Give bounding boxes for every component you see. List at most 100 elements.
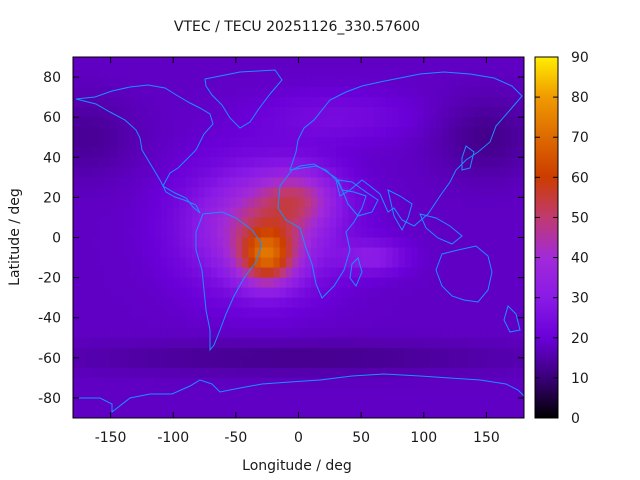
heat-cell — [329, 97, 337, 108]
heat-cell — [461, 407, 469, 418]
heat-cell — [304, 227, 312, 239]
heat-cell — [317, 287, 325, 299]
heat-cell — [110, 97, 118, 108]
heat-cell — [116, 297, 124, 309]
heat-cell — [79, 267, 87, 279]
heat-cell — [436, 397, 444, 409]
heat-cell — [317, 267, 325, 279]
heat-cell — [85, 267, 93, 279]
heat-cell — [461, 387, 469, 399]
heat-cell — [154, 67, 162, 78]
heat-cell — [285, 337, 293, 349]
heat-cell — [448, 207, 456, 219]
heat-cell — [517, 137, 524, 148]
heat-cell — [379, 407, 387, 418]
heat-cell — [492, 357, 500, 369]
heat-cell — [160, 257, 168, 269]
heat-cell — [492, 217, 500, 229]
heat-cell — [304, 77, 312, 88]
heat-cell — [517, 327, 524, 339]
heat-cell — [279, 87, 287, 98]
heat-cell — [467, 327, 475, 339]
heat-cell — [361, 227, 368, 239]
heat-cell — [442, 177, 450, 188]
heat-cell — [98, 207, 105, 219]
heat-cell — [298, 407, 306, 418]
heat-cell — [223, 297, 231, 309]
heat-cell — [373, 157, 381, 168]
heat-cell — [304, 237, 312, 249]
heat-cell — [511, 227, 519, 239]
heat-cell — [123, 67, 130, 78]
heat-cell — [361, 267, 368, 279]
heat-cell — [392, 77, 400, 88]
heat-cell — [104, 217, 112, 229]
heat-cell — [204, 97, 212, 108]
heat-cell — [185, 337, 193, 349]
heat-cell — [517, 397, 524, 409]
heat-cell — [311, 387, 318, 399]
heat-cell — [204, 197, 212, 209]
heat-cell — [192, 317, 199, 329]
heat-cell — [229, 107, 237, 118]
heat-cell — [173, 117, 181, 128]
heat-cell — [273, 187, 281, 198]
heat-cell — [473, 87, 481, 98]
heat-cell — [254, 147, 262, 158]
heat-cell — [285, 267, 293, 279]
heat-cell — [148, 327, 156, 339]
heat-cell — [304, 347, 312, 359]
heat-cell — [342, 157, 350, 168]
heat-cell — [223, 327, 231, 339]
coastlines — [75, 69, 524, 414]
heat-cell — [154, 237, 162, 249]
heat-cell — [98, 367, 105, 379]
heat-cell — [342, 107, 350, 118]
heat-cell — [317, 387, 325, 399]
heat-cell — [304, 57, 312, 68]
heat-cell — [342, 397, 350, 409]
heat-cell — [179, 257, 187, 269]
heat-cell — [204, 67, 212, 78]
heat-cell — [448, 377, 456, 389]
heat-cell — [505, 117, 513, 128]
heat-cell — [254, 167, 262, 178]
heat-cell — [398, 407, 406, 418]
heat-cell — [404, 367, 412, 379]
heat-cell — [273, 207, 281, 219]
heat-cell — [135, 257, 143, 269]
heat-cell — [279, 117, 287, 128]
heat-cell — [373, 277, 381, 289]
heat-cell — [242, 237, 249, 249]
heat-cell — [386, 67, 394, 78]
heat-cell — [336, 407, 343, 418]
y-tick-label: -60 — [38, 351, 61, 367]
heat-cell — [404, 127, 412, 138]
heat-cell — [104, 357, 112, 369]
heat-cell — [329, 67, 337, 78]
heat-cell — [498, 157, 506, 168]
heat-cell — [448, 297, 456, 309]
colorbar-tick-label: 60 — [571, 170, 589, 186]
heat-cell — [423, 367, 431, 379]
heat-cell — [348, 197, 356, 209]
heat-cell — [123, 177, 130, 188]
heat-cell — [392, 337, 400, 349]
heat-cell — [492, 287, 500, 299]
heat-cell — [430, 227, 437, 239]
heat-cell — [198, 327, 206, 339]
heat-cell — [223, 257, 231, 269]
heat-cell — [423, 377, 431, 389]
heat-cell — [223, 127, 231, 138]
heat-cell — [160, 207, 168, 219]
heat-cell — [505, 57, 513, 68]
heat-cell — [204, 357, 212, 369]
heat-cell — [498, 287, 506, 299]
heat-cell — [98, 227, 105, 239]
heat-cell — [455, 287, 462, 299]
heat-cell — [204, 227, 212, 239]
heat-cell — [123, 397, 130, 409]
heat-cell — [185, 317, 193, 329]
heat-cell — [467, 247, 475, 259]
heat-cell — [480, 87, 488, 98]
